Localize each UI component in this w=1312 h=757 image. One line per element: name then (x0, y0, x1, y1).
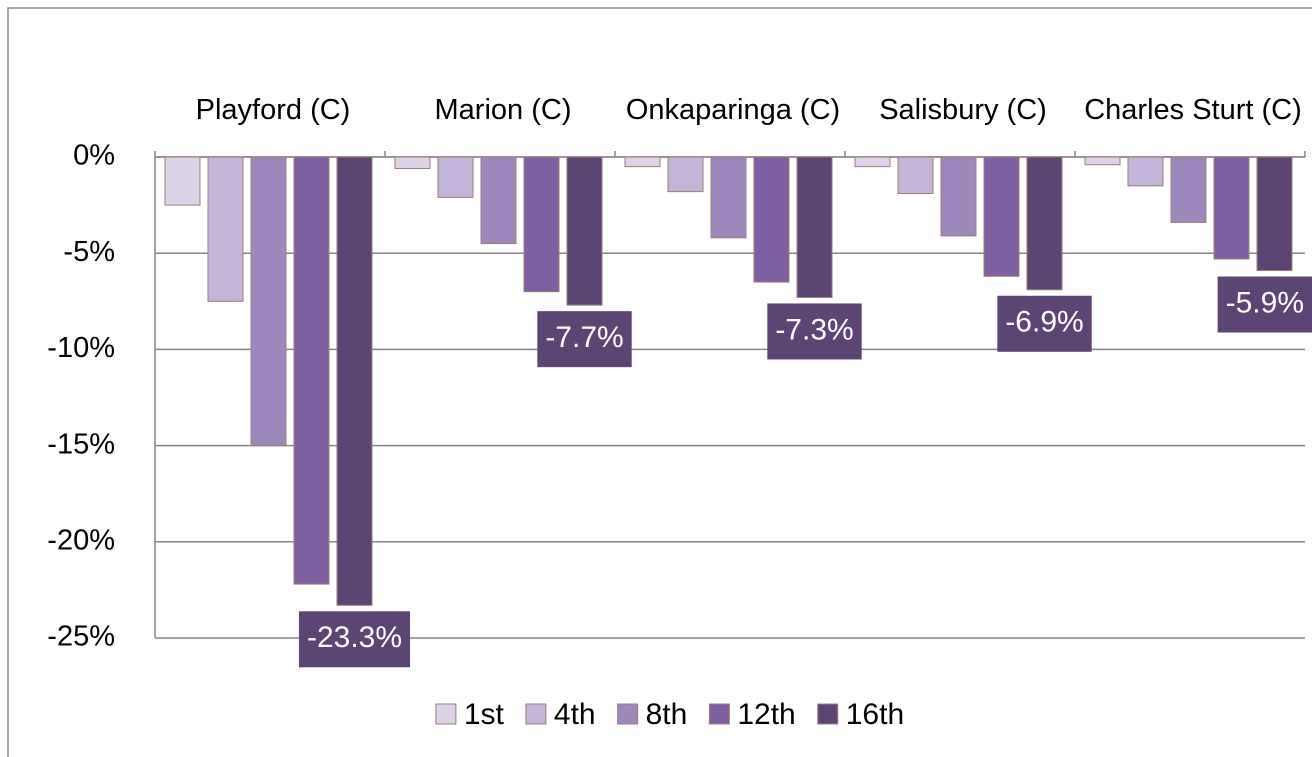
bar (207, 156, 244, 302)
bar (1213, 156, 1250, 260)
bar (250, 156, 287, 447)
legend-swatch (525, 703, 547, 725)
data-label: -6.9% (997, 295, 1092, 352)
y-tick-label: -5% (63, 236, 115, 268)
bar (897, 156, 934, 195)
bar (523, 156, 560, 293)
x-tick-label: Playford (C) (195, 94, 351, 126)
data-label-box (1217, 276, 1312, 333)
bar (480, 156, 517, 245)
bar (710, 156, 747, 239)
bar (1127, 156, 1164, 187)
legend-label: 4th (554, 698, 596, 731)
legend-label: 12th (737, 698, 795, 731)
bar (796, 156, 833, 298)
data-label-text: -23.3% (307, 621, 402, 654)
y-tick-label: -25% (47, 621, 115, 653)
x-tick-label: Marion (C) (434, 94, 572, 126)
bar (854, 156, 891, 168)
bar (437, 156, 474, 198)
y-tick-label: 0% (73, 140, 115, 172)
bar (1170, 156, 1207, 223)
legend-swatch (708, 703, 730, 725)
y-tick-label: -20% (47, 524, 115, 556)
bar (394, 156, 431, 170)
bar (1084, 156, 1121, 166)
bar (1026, 156, 1063, 291)
y-tick-label: -10% (47, 332, 115, 364)
legend: 1st 4th 8th 12th 16th (435, 698, 904, 731)
legend-label: 1st (464, 698, 505, 731)
data-label: -23.3% (298, 611, 411, 668)
bar (667, 156, 704, 193)
bar (983, 156, 1020, 277)
data-label-box (767, 303, 862, 360)
bar (164, 156, 201, 206)
x-tick-label: Charles Sturt (C) (1084, 94, 1302, 126)
legend-swatch (435, 703, 457, 725)
bar (624, 156, 661, 168)
data-label: -7.3% (767, 303, 862, 360)
data-label-text: -6.9% (1005, 306, 1083, 339)
bar (753, 156, 790, 283)
x-tick-label: Salisbury (C) (879, 94, 1047, 126)
bar (336, 156, 373, 606)
legend-swatch (617, 703, 639, 725)
data-label-text: -7.3% (775, 313, 853, 346)
bar (1256, 156, 1293, 272)
chart-frame (7, 7, 1312, 757)
data-label-text: -5.9% (1226, 286, 1304, 319)
y-tick-label: -15% (47, 428, 115, 460)
legend-swatch (817, 703, 839, 725)
bar (940, 156, 977, 237)
data-label: -7.7% (537, 311, 632, 368)
data-label: -5.9% (1217, 276, 1312, 333)
x-tick-label: Onkaparinga (C) (625, 94, 841, 126)
legend-label: 16th (846, 698, 904, 731)
data-label-box (298, 611, 411, 668)
legend-label: 8th (646, 698, 688, 731)
bar (293, 156, 330, 585)
data-label-text: -7.7% (545, 321, 623, 354)
data-label-box (997, 295, 1092, 352)
data-label-box (537, 311, 632, 368)
bar (566, 156, 603, 306)
